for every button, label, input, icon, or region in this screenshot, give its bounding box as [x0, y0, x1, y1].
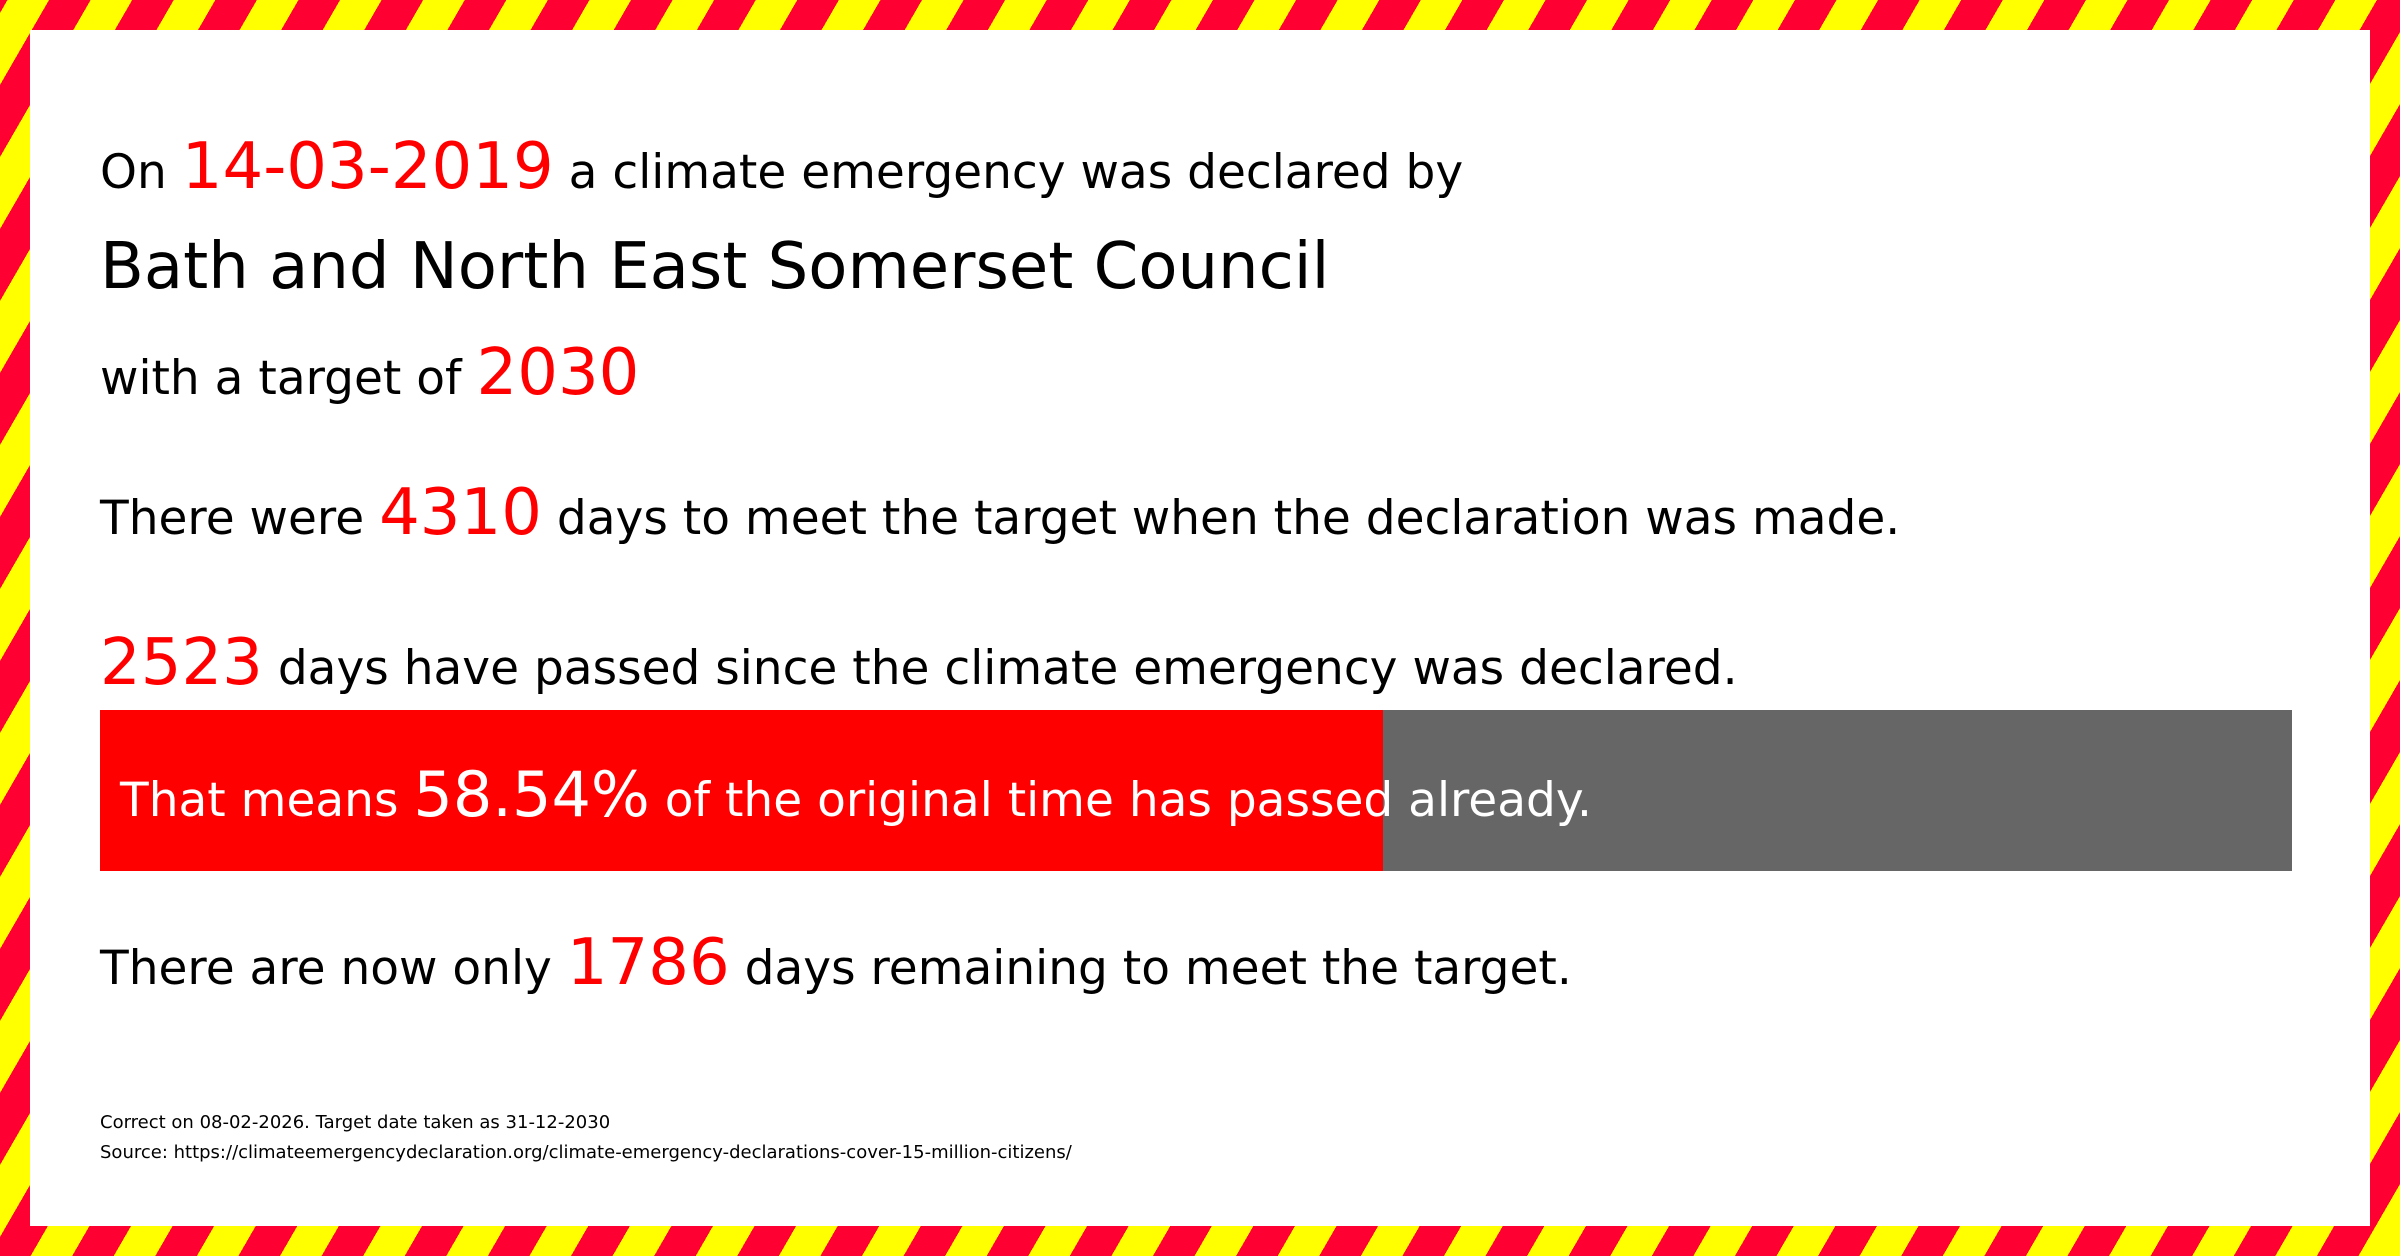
text: days remaining to meet the target. — [744, 941, 1572, 996]
council-name: Bath and North East Somerset Council — [100, 230, 1330, 304]
target-line: with a target of 2030 — [100, 336, 639, 410]
progress-percent: 58.54% — [413, 758, 650, 831]
text: a climate emergency was declared by — [568, 145, 1464, 200]
declaration-date-line: On 14-03-2019 a climate emergency was de… — [100, 130, 1463, 204]
progress-bar-fill — [100, 710, 1384, 871]
text: There are now only — [100, 941, 552, 996]
days-passed-line: 2523 days have passed since the climate … — [100, 626, 1738, 700]
target-year: 2030 — [476, 336, 640, 410]
text: of the original time has passed already. — [664, 773, 1592, 828]
progress-bar: That means 58.54% of the original time h… — [100, 710, 2292, 871]
text: That means — [120, 773, 399, 828]
declaration-date: 14-03-2019 — [181, 130, 554, 204]
text: days have passed since the climate emerg… — [277, 641, 1738, 696]
total-days: 4310 — [379, 476, 542, 550]
text: with a target of — [100, 351, 462, 406]
progress-text: That means 58.54% of the original time h… — [120, 758, 1592, 831]
days-remaining-line: There are now only 1786 days remaining t… — [100, 926, 1572, 1000]
text: There were — [100, 491, 365, 546]
correct-on-note: Correct on 08-02-2026. Target date taken… — [100, 1112, 611, 1133]
source-note: Source: https://climateemergencydeclarat… — [100, 1142, 1072, 1163]
total-days-line: There were 4310 days to meet the target … — [100, 476, 1900, 550]
days-passed: 2523 — [100, 626, 263, 700]
text: days to meet the target when the declara… — [556, 491, 1901, 546]
text: On — [100, 145, 167, 200]
days-remaining: 1786 — [566, 926, 730, 1000]
declaration-card: On 14-03-2019 a climate emergency was de… — [30, 30, 2370, 1226]
